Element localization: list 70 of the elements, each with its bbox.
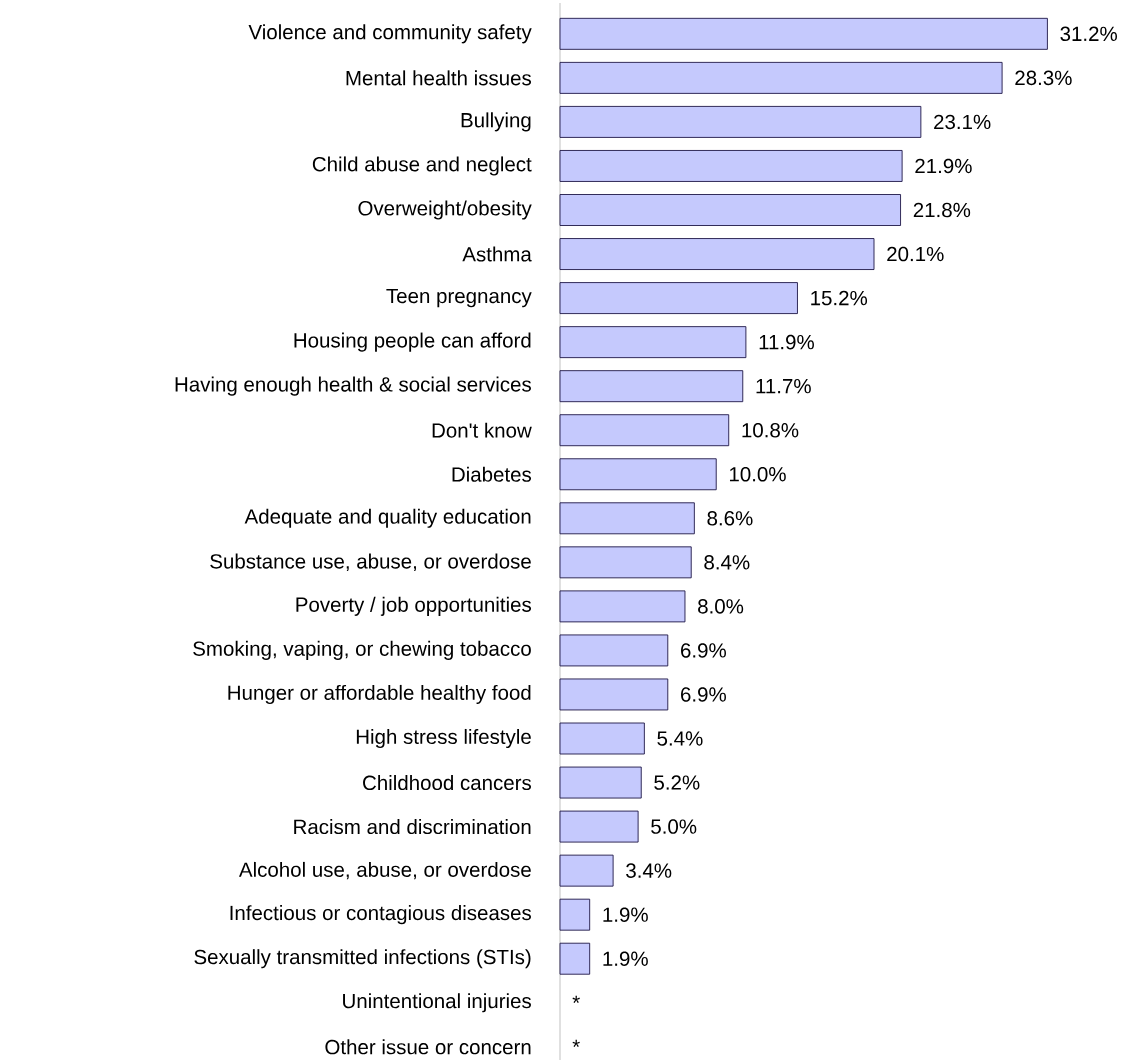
y-tick-label: Childhood cancers	[363, 775, 531, 791]
y-tick-label: Bullying	[461, 112, 531, 132]
bar	[559, 854, 614, 887]
y-tick-label: Infectious or contagious diseases	[230, 905, 531, 925]
y-tick-label: Hunger or affordable healthy food	[228, 684, 531, 705]
bar	[559, 502, 695, 535]
data-label: 10.0%	[729, 466, 786, 482]
y-tick-label: Sexually transmitted infections (STIs)	[194, 949, 531, 969]
y-tick-label: Diabetes	[452, 466, 532, 482]
y-tick-label: Alcohol use, abuse, or overdose	[238, 861, 531, 880]
bar	[559, 370, 744, 403]
y-tick-label: Unintentional injuries	[343, 993, 531, 1013]
bar	[559, 238, 875, 270]
bar	[559, 546, 692, 579]
bar	[559, 282, 798, 315]
y-tick-label: High stress lifestyle	[356, 728, 531, 749]
data-label: 11.9%	[759, 334, 814, 350]
y-tick-label: Smoking, vaping, or chewing tobacco	[193, 640, 531, 660]
bar	[559, 942, 591, 975]
y-tick-label: Adequate and quality education	[244, 508, 531, 528]
bar	[559, 678, 669, 711]
y-tick-label: Racism and discrimination	[294, 819, 531, 835]
y-tick-label: Housing people can afford	[294, 332, 531, 352]
data-label: 5.0%	[651, 819, 697, 834]
bar	[559, 17, 1048, 50]
data-label: 11.7%	[756, 379, 811, 394]
data-label: 15.2%	[811, 290, 868, 306]
bar	[559, 150, 903, 182]
y-tick-label: Child abuse and neglect	[312, 156, 532, 176]
bar	[559, 326, 747, 359]
bar	[559, 634, 669, 667]
y-tick-label: Asthma	[462, 246, 532, 262]
y-tick-label: Substance use, abuse, or overdose	[210, 553, 531, 572]
bar	[559, 722, 645, 755]
y-tick-label: Having enough health & social services	[175, 376, 531, 396]
y-tick-label: Poverty / job opportunities	[296, 596, 532, 616]
y-tick-label: Overweight/obesity	[358, 200, 532, 220]
bar	[559, 61, 1003, 94]
y-tick-label: Don't know	[432, 422, 532, 438]
data-label: 1.9%	[603, 951, 648, 966]
data-label: 10.8%	[742, 422, 799, 438]
data-label: 1.9%	[603, 907, 648, 922]
data-label: 8.4%	[704, 555, 750, 570]
text: *	[572, 1039, 580, 1047]
y-tick-label: Other issue or concern	[325, 1039, 531, 1055]
data-label: 8.0%	[698, 599, 744, 614]
data-label: 28.3%	[1015, 70, 1072, 86]
bar	[559, 105, 922, 138]
bar	[559, 194, 902, 226]
bar	[559, 766, 642, 799]
data-label: 23.1%	[934, 114, 991, 130]
bar	[559, 590, 686, 623]
data-label: 6.9%	[681, 687, 726, 702]
data-label: 3.4%	[626, 863, 672, 878]
y-tick-label: Mental health issues	[346, 70, 532, 86]
data-label: 6.9%	[681, 643, 726, 658]
data-label: 31.2%	[1060, 26, 1117, 42]
bar	[559, 458, 717, 491]
data-label: 21.9%	[915, 158, 972, 174]
y-tick-label: Violence and community safety	[248, 24, 532, 44]
text: *	[572, 995, 580, 1003]
bar	[559, 898, 591, 931]
bar	[559, 414, 730, 447]
data-label: 5.2%	[654, 775, 700, 790]
y-tick-label: Teen pregnancy	[386, 288, 532, 308]
data-label: 21.8%	[913, 202, 971, 218]
bar	[559, 810, 639, 843]
data-label: 20.1%	[887, 246, 944, 262]
data-label: 5.4%	[657, 731, 703, 746]
data-label: 8.6%	[707, 511, 753, 526]
